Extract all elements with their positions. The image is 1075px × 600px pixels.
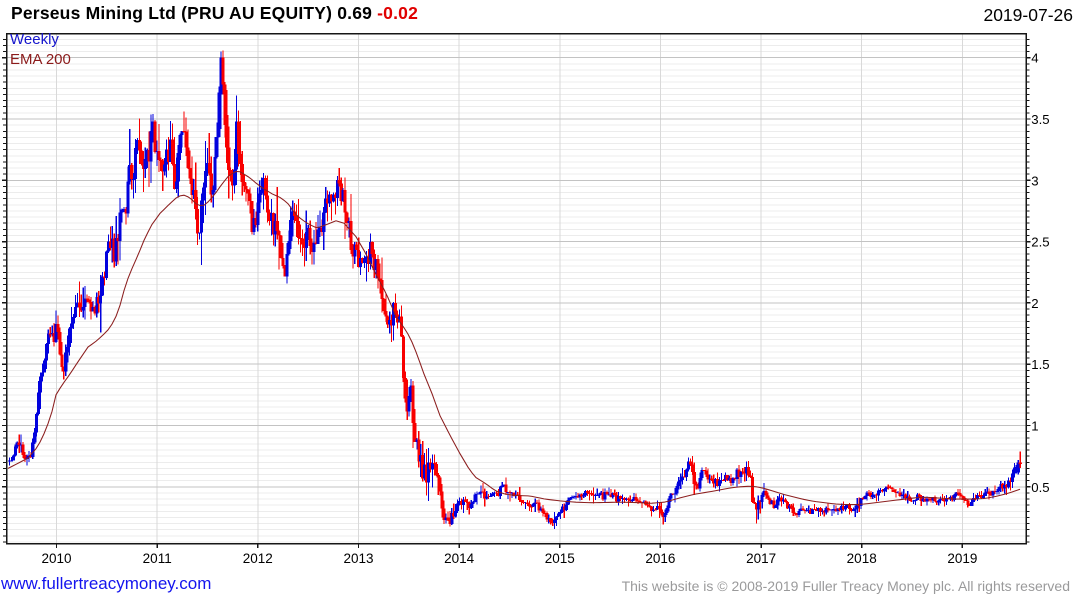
svg-text:3.5: 3.5	[1031, 112, 1049, 127]
svg-text:2017: 2017	[746, 551, 776, 566]
svg-text:2: 2	[1031, 296, 1038, 311]
svg-text:4: 4	[1031, 51, 1038, 66]
svg-text:2012: 2012	[243, 551, 273, 566]
svg-text:0.5: 0.5	[1031, 480, 1049, 495]
svg-text:2018: 2018	[847, 551, 877, 566]
svg-text:3: 3	[1031, 173, 1038, 188]
svg-text:1.5: 1.5	[1031, 357, 1049, 372]
svg-text:2019: 2019	[947, 551, 977, 566]
svg-text:1: 1	[1031, 419, 1038, 434]
svg-text:2010: 2010	[41, 551, 71, 566]
svg-text:2016: 2016	[645, 551, 675, 566]
svg-text:2.5: 2.5	[1031, 235, 1049, 250]
svg-text:2013: 2013	[343, 551, 373, 566]
svg-text:2015: 2015	[545, 551, 575, 566]
svg-text:2011: 2011	[143, 551, 172, 566]
svg-text:2014: 2014	[444, 551, 475, 566]
